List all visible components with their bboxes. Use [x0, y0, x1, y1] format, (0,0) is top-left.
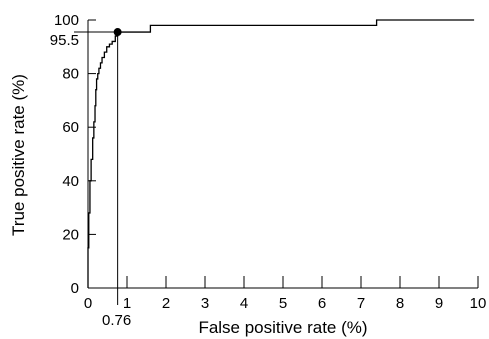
y-marker-label: 95.5 [50, 32, 79, 49]
operating-point-marker [113, 28, 122, 37]
x-axis-title: False positive rate (%) [198, 318, 367, 337]
y-tick-label: 80 [62, 66, 79, 83]
x-tick-label: 2 [162, 295, 170, 312]
y-tick-label: 60 [62, 119, 79, 136]
y-tick-label: 100 [54, 12, 79, 29]
x-axis-ticks: 0 1 2 3 4 5 6 7 8 9 10 [84, 276, 487, 312]
y-tick-label: 40 [62, 173, 79, 190]
x-marker-label: 0.76 [102, 312, 131, 329]
x-tick-label: 8 [396, 295, 404, 312]
x-tick-label: 0 [84, 295, 92, 312]
y-axis-ticks: 0 20 40 60 80 100 [54, 12, 96, 297]
x-tick-label: 5 [279, 295, 287, 312]
x-tick-label: 10 [470, 295, 487, 312]
y-tick-label: 0 [71, 280, 79, 297]
x-tick-label: 6 [318, 295, 326, 312]
x-tick-label: 4 [240, 295, 248, 312]
x-tick-label: 7 [357, 295, 365, 312]
x-tick-label: 9 [435, 295, 443, 312]
x-tick-label: 1 [123, 295, 131, 312]
roc-curve-line [87, 19, 475, 288]
y-axis-title: True positive rate (%) [9, 74, 28, 236]
y-tick-label: 20 [62, 226, 79, 243]
x-tick-label: 3 [201, 295, 209, 312]
